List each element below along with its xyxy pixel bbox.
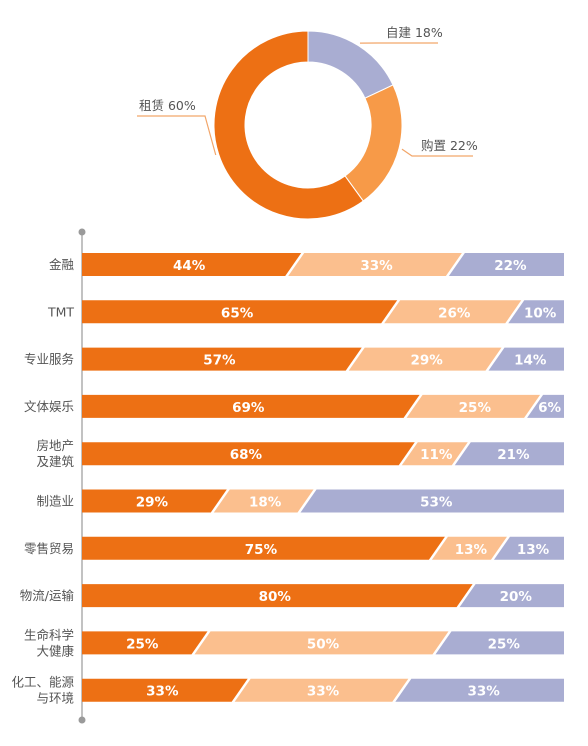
- bar-label-9-1: 25%: [126, 636, 159, 652]
- category-label-6: 制造业: [36, 494, 74, 509]
- bar-segment-4-2: [406, 394, 541, 418]
- bar-segment-5-2: [401, 442, 468, 466]
- bar-label-1-2: 33%: [360, 258, 393, 274]
- category-label-4: 文体娱乐: [24, 399, 74, 414]
- category-label-9: 大健康: [36, 643, 74, 658]
- category-label-7: 零售贸易: [24, 541, 74, 556]
- bar-segment-10-3: [395, 678, 564, 702]
- bar-label-10-2: 33%: [307, 684, 340, 700]
- bar-segment-3-2: [348, 347, 502, 371]
- bar-segment-9-1: [82, 631, 208, 655]
- bar-segment-10-2: [234, 678, 409, 702]
- bar-segment-6-1: [82, 489, 227, 513]
- bar-segment-4-1: [82, 394, 420, 418]
- bar-label-2-3: 10%: [524, 305, 557, 321]
- bar-label-10-3: 33%: [468, 684, 501, 700]
- bar-label-5-2: 11%: [420, 447, 453, 463]
- axis-top-dot: [78, 228, 86, 236]
- bar-label-4-2: 25%: [459, 400, 492, 416]
- bar-segment-5-1: [82, 442, 415, 466]
- bar-label-1-3: 22%: [494, 258, 527, 274]
- bar-label-9-3: 25%: [488, 636, 521, 652]
- bar-segment-9-2: [194, 631, 449, 655]
- bar-segment-3-3: [488, 347, 564, 371]
- bar-label-6-2: 18%: [249, 495, 282, 511]
- bar-segment-7-1: [82, 536, 445, 560]
- bar-label-7-3: 13%: [517, 542, 550, 558]
- bar-segment-1-3: [448, 253, 564, 276]
- bar-segment-6-3: [300, 489, 564, 513]
- bar-segment-6-2: [213, 489, 314, 513]
- category-label-1: 金融: [49, 257, 75, 272]
- bar-label-2-1: 65%: [221, 305, 254, 321]
- bar-segment-10-1: [82, 678, 248, 702]
- category-label-10: 化工、能源: [11, 675, 74, 690]
- bar-segment-7-3: [493, 536, 564, 560]
- bar-label-3-1: 57%: [203, 353, 236, 369]
- category-label-5: 及建筑: [36, 454, 74, 469]
- category-label-9: 生命科学: [24, 627, 74, 642]
- bar-label-6-1: 29%: [136, 495, 169, 511]
- axis-bottom-dot: [78, 716, 86, 724]
- category-label-10: 与环境: [36, 691, 74, 706]
- bar-label-4-3: 6%: [538, 400, 561, 416]
- category-label-3: 专业服务: [24, 352, 74, 367]
- bar-label-9-2: 50%: [307, 636, 340, 652]
- category-label-2: TMT: [47, 304, 74, 319]
- bar-label-3-2: 29%: [410, 353, 443, 369]
- donut-labels: 自建 18% 购置 22% 租赁 60%: [137, 25, 478, 157]
- bar-segment-4-3: [527, 394, 564, 418]
- bar-segment-1-1: [82, 253, 302, 276]
- donut-slice-1: [307, 30, 394, 99]
- category-labels: 金融 TMT 专业服务文体娱乐房地产及建筑制造业零售贸易物流/运输生命科学大健康化工…: [11, 257, 74, 706]
- bar-segment-7-2: [431, 536, 507, 560]
- donut-leader-3: [137, 115, 217, 156]
- bar-label-4-1: 69%: [232, 400, 265, 416]
- bar-label-5-1: 68%: [230, 447, 263, 463]
- bar-segment-2-3: [508, 300, 564, 324]
- bar-label-7-2: 13%: [455, 542, 488, 558]
- bar-segment-2-1: [82, 300, 398, 324]
- bar-segment-3-1: [82, 347, 362, 371]
- bar-segment-9-3: [435, 631, 564, 655]
- donut-label-2: 购置 22%: [421, 138, 478, 153]
- bar-segment-2-2: [384, 300, 522, 324]
- bar-label-7-1: 75%: [245, 542, 278, 558]
- donut-label-3: 租赁 60%: [139, 98, 196, 113]
- donut-slice-3: [213, 30, 364, 220]
- stacked-bars: 44% 33% 22% 65% 26% 10% 57% 29% 14% 69% 25% 6% 68% 11…: [82, 253, 564, 702]
- bar-label-10-1: 33%: [146, 684, 179, 700]
- bar-segment-1-2: [288, 253, 462, 276]
- bar-segment-8-3: [459, 584, 564, 608]
- category-label-5: 房地产: [36, 438, 74, 453]
- bar-segment-8-1: [82, 584, 473, 608]
- bar-label-3-3: 14%: [514, 353, 547, 369]
- category-label-8: 物流/运输: [20, 588, 75, 603]
- donut-label-1: 自建 18%: [386, 25, 443, 40]
- donut-slice-2: [344, 84, 403, 202]
- donut-chart: [213, 30, 403, 220]
- bar-label-8-3: 20%: [500, 589, 533, 605]
- bar-label-2-2: 26%: [438, 305, 471, 321]
- bar-label-6-3: 53%: [420, 495, 453, 511]
- bar-label-1-1: 44%: [173, 258, 206, 274]
- bar-label-5-3: 21%: [497, 447, 530, 463]
- donut-leader-2: [401, 148, 473, 157]
- bar-label-8-1: 80%: [259, 589, 292, 605]
- bar-segment-5-3: [454, 442, 564, 466]
